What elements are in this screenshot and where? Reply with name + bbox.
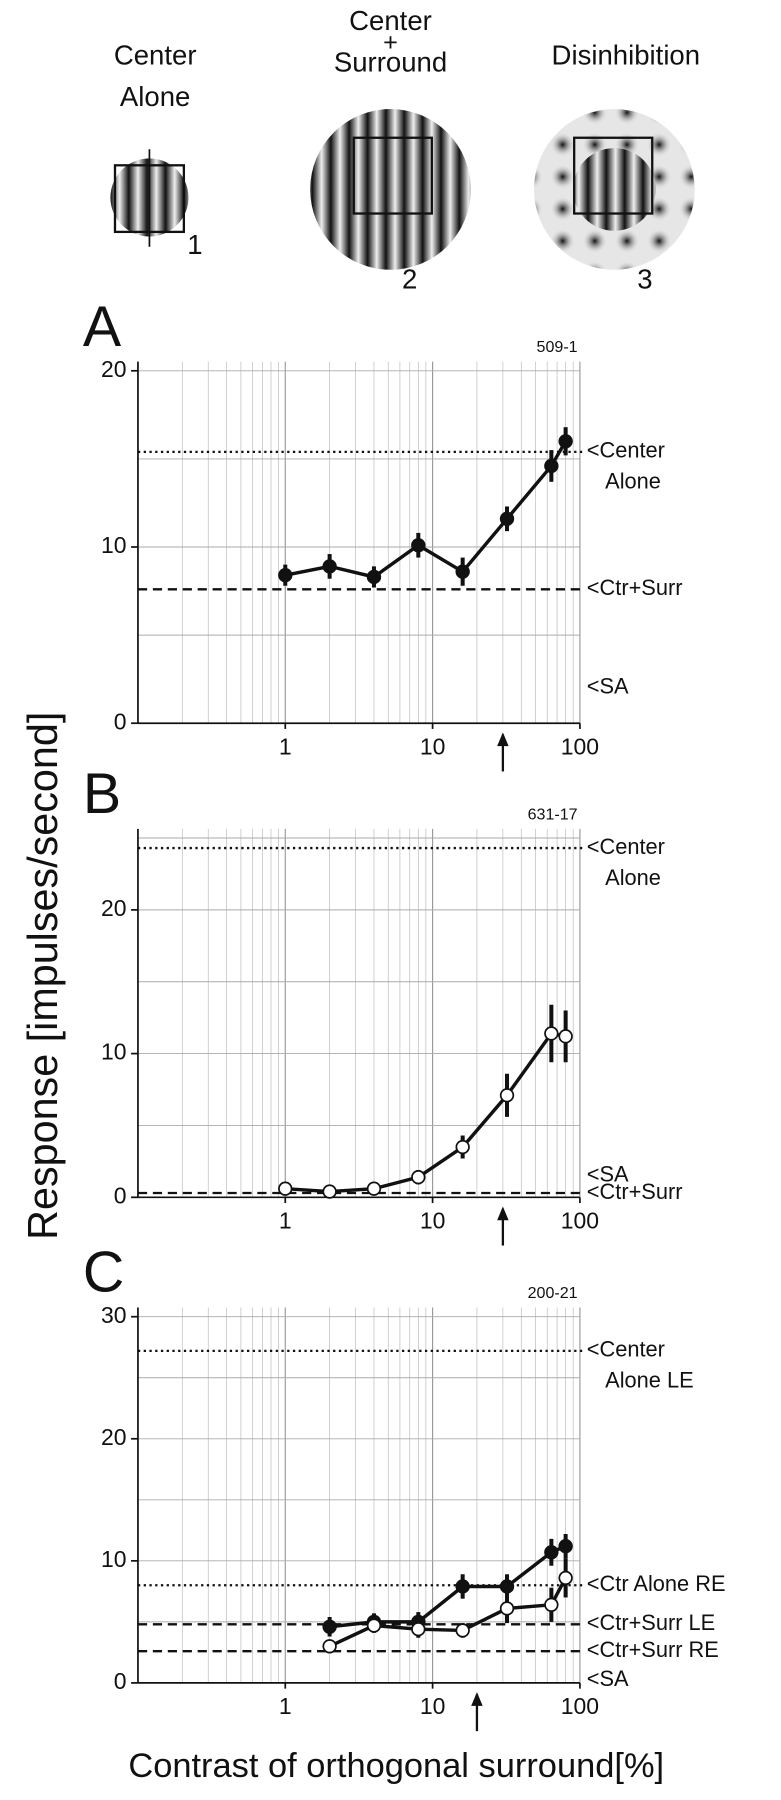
data-point [411, 1622, 426, 1637]
data-point [322, 559, 337, 574]
x-tick-label: 100 [561, 734, 599, 760]
data-point [278, 1181, 293, 1196]
stimulus-caption: Alone [120, 81, 190, 112]
y-tick-label: 10 [101, 1039, 127, 1065]
reference-label: <Ctr+Surr [587, 1179, 683, 1204]
arrow-head [497, 732, 509, 747]
data-point [544, 1026, 559, 1041]
panel: A 509-1 0 10 20 1 10 100 <Center Alone <Ctr+Surr <S… [83, 295, 683, 772]
data-point [411, 538, 426, 553]
x-axis-label: Contrast of orthogonal surround[%] [128, 1747, 664, 1785]
series-line [285, 1031, 566, 1194]
stimulus-caption: Center [114, 40, 197, 71]
series-line [284, 440, 568, 579]
stimulus-caption: Surround [334, 47, 447, 78]
stimulus-icons [110, 109, 695, 270]
data-point [278, 568, 293, 583]
x-tick-label: 1 [279, 1693, 292, 1719]
arrow [497, 1206, 509, 1246]
x-tick-label: 10 [420, 1208, 446, 1234]
series-line [329, 1544, 567, 1629]
stimulus-number: 3 [637, 264, 652, 295]
x-tick-label: 10 [420, 734, 446, 760]
y-tick-label: 0 [114, 1668, 127, 1694]
data-point [455, 564, 470, 579]
panel-letter: C [83, 1241, 124, 1305]
data-point [499, 511, 515, 526]
data-point [455, 1623, 470, 1638]
y-axis-label: Response [impulses/second] [20, 712, 66, 1240]
cell-id: 200-21 [528, 1284, 578, 1302]
cell-id: 631-17 [528, 805, 578, 823]
data-point [558, 1539, 573, 1554]
data-point [558, 1570, 573, 1586]
reference-label: Alone [605, 469, 661, 494]
data-point [558, 434, 573, 449]
reference-label: <Ctr+Surr LE [587, 1610, 715, 1635]
arrow [471, 1692, 483, 1732]
data-point [455, 1579, 470, 1594]
stimulus-caption: Disinhibition [552, 40, 701, 71]
data-point [544, 458, 559, 474]
y-tick-label: 0 [114, 1182, 127, 1208]
y-tick-label: 0 [114, 708, 127, 734]
reference-label: <Ctr+Surr [587, 575, 683, 600]
x-tick-label: 100 [561, 1693, 599, 1719]
y-tick-label: 20 [101, 356, 127, 382]
data-point [544, 1597, 559, 1612]
panel-letter: A [83, 295, 122, 359]
reference-label: <SA [587, 1666, 629, 1691]
x-tick-label: 1 [279, 1208, 292, 1234]
reference-label: <Ctr+Surr RE [587, 1637, 719, 1662]
reference-label: <Ctr Alone RE [587, 1571, 726, 1596]
reference-label: Alone [605, 865, 661, 890]
reference-label: <Center [587, 834, 665, 859]
data-point [455, 1139, 470, 1155]
data-point [499, 1088, 515, 1103]
data-point [322, 1639, 337, 1654]
data-point [544, 1545, 559, 1560]
y-tick-label: 10 [101, 1546, 127, 1572]
rf-box [573, 136, 654, 215]
stimulus-3-center [573, 148, 656, 231]
stimulus-number: 2 [402, 264, 417, 295]
series-line [328, 1577, 568, 1648]
y-tick-label: 20 [101, 1424, 127, 1450]
cell-id: 509-1 [537, 338, 578, 356]
data-point [366, 1181, 382, 1196]
stimulus-number: 1 [187, 229, 202, 260]
rf-box [352, 136, 433, 215]
y-tick-label: 30 [101, 1302, 127, 1328]
y-tick-label: 10 [101, 532, 127, 558]
stimulus-caption: Center [349, 5, 432, 36]
x-tick-label: 10 [420, 1693, 446, 1719]
arrow [497, 732, 509, 772]
stimulus-caption: + [383, 28, 398, 56]
data-point [322, 1619, 337, 1634]
panel: B 631-17 0 10 20 1 10 100 <Center Alone <SA<Ctr+Su… [83, 762, 683, 1246]
reference-label: <SA [587, 1162, 629, 1187]
x-tick-label: 1 [279, 734, 292, 760]
x-tick-label: 100 [561, 1208, 599, 1234]
data-point [366, 1618, 382, 1633]
data-point [499, 1601, 515, 1616]
panel-letter: B [83, 762, 121, 826]
data-point [411, 1170, 426, 1185]
reference-label: <Center [587, 438, 665, 463]
reference-label: Alone LE [605, 1368, 693, 1393]
reference-label: <Center [587, 1337, 665, 1362]
data-point [499, 1579, 515, 1594]
data-point [558, 1029, 573, 1044]
stimulus-2 [310, 109, 471, 270]
panel: C 200-21 0 10 20 30 1 10 100 <Center Alone LE <Ctr … [83, 1241, 726, 1732]
y-tick-label: 20 [101, 895, 127, 921]
data-point [366, 569, 382, 585]
arrow-head [497, 1206, 509, 1221]
data-point [322, 1184, 337, 1199]
reference-label: <SA [587, 674, 629, 699]
arrow-head [471, 1692, 483, 1706]
